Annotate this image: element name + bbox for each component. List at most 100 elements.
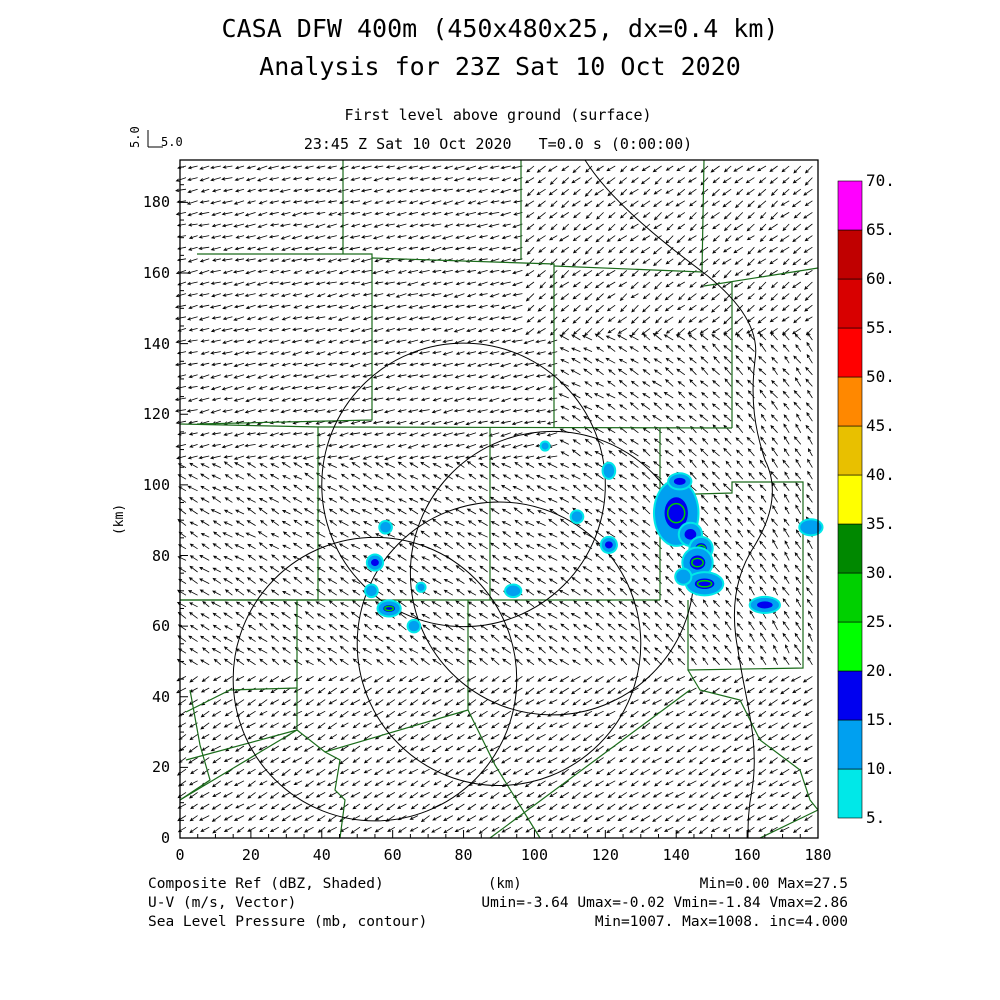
wind-vector <box>641 589 651 596</box>
wind-vector <box>711 780 720 787</box>
wind-vector <box>443 177 453 181</box>
wind-vector <box>327 463 337 468</box>
wind-vector <box>759 293 767 301</box>
wind-vector <box>420 420 430 425</box>
wind-vector <box>200 722 210 730</box>
wind-vector <box>654 564 662 573</box>
wind-vector <box>200 362 210 367</box>
wind-vector <box>783 656 790 666</box>
wind-vector <box>398 676 407 682</box>
wind-vector <box>432 374 442 379</box>
wind-vector <box>549 792 558 798</box>
wind-vector <box>305 647 314 654</box>
wind-vector <box>630 281 639 290</box>
wind-vector <box>174 316 187 321</box>
wind-vector <box>432 792 442 799</box>
wind-vector <box>737 645 744 654</box>
wind-vector <box>807 645 813 654</box>
wind-vector <box>512 281 523 287</box>
wind-vector <box>618 646 628 654</box>
wind-vector <box>234 699 245 706</box>
wind-vector <box>199 508 210 515</box>
wind-vector <box>408 211 419 216</box>
wind-vector <box>420 676 430 681</box>
wind-vector <box>257 177 268 182</box>
wind-vector <box>304 444 314 448</box>
wind-vector <box>631 646 639 654</box>
wind-vector <box>409 462 419 468</box>
wind-vector <box>293 613 303 619</box>
wind-vector <box>224 474 233 480</box>
wind-vector <box>409 826 419 832</box>
wind-vector <box>549 803 558 810</box>
wind-vector <box>792 699 801 705</box>
wind-vector <box>326 177 337 181</box>
wind-vector <box>641 529 651 538</box>
wind-vector <box>617 792 628 799</box>
wind-vector <box>479 676 488 682</box>
wind-vector <box>792 722 802 728</box>
wind-vector <box>768 676 778 684</box>
wind-vector <box>235 165 245 170</box>
wind-vector <box>248 636 256 642</box>
wind-vector <box>721 722 732 728</box>
wind-vector <box>201 543 210 550</box>
wind-vector <box>360 328 372 332</box>
wind-vector <box>384 223 395 227</box>
wind-vector <box>292 815 303 821</box>
wind-vector <box>725 494 732 503</box>
wind-vector <box>794 540 802 550</box>
wind-vector <box>187 362 198 366</box>
wind-vector <box>199 409 210 414</box>
wind-vector <box>246 316 256 321</box>
wind-vector <box>432 432 442 436</box>
wind-vector <box>771 356 778 364</box>
wind-vector <box>759 333 767 341</box>
wind-vector <box>268 281 279 285</box>
wind-vector <box>259 803 268 810</box>
wind-vector <box>304 235 314 240</box>
wind-vector <box>222 532 233 538</box>
wind-vector <box>397 270 407 274</box>
wind-vector <box>212 757 222 764</box>
wind-vector <box>712 235 720 242</box>
wind-vector <box>279 386 291 390</box>
wind-vector <box>386 555 395 561</box>
wind-vector <box>748 413 755 422</box>
wind-vector <box>198 316 210 321</box>
wind-vector <box>608 258 616 265</box>
wind-vector <box>201 745 210 751</box>
wind-vector <box>466 177 477 181</box>
wind-vector <box>677 381 686 387</box>
wind-vector <box>292 710 303 716</box>
wind-vector <box>466 246 477 250</box>
wind-vector <box>443 443 453 448</box>
wind-vector <box>713 494 720 503</box>
wind-vector <box>594 472 604 480</box>
wind-vector <box>758 757 767 763</box>
wind-vector <box>537 601 546 608</box>
wind-vector <box>270 826 279 833</box>
wind-vector <box>605 393 616 399</box>
wind-vector <box>666 461 674 468</box>
wind-vector <box>374 745 384 751</box>
wind-vector <box>466 269 477 274</box>
wind-vector <box>210 455 221 460</box>
wind-vector <box>759 552 767 561</box>
wind-vector <box>805 378 813 387</box>
wind-vector <box>408 768 419 774</box>
wind-vector <box>454 200 465 205</box>
wind-vector <box>663 826 674 832</box>
wind-vector <box>654 553 662 561</box>
wind-vector <box>456 486 465 492</box>
wind-vector <box>210 235 221 239</box>
wind-vector <box>223 246 233 251</box>
wind-vector <box>711 449 720 457</box>
wind-vector <box>525 722 535 729</box>
wind-vector <box>747 200 755 208</box>
wind-vector <box>327 768 338 775</box>
wind-vector <box>723 316 732 325</box>
wind-vector <box>282 591 291 596</box>
wind-vector <box>806 587 813 596</box>
wind-vector <box>559 612 570 619</box>
